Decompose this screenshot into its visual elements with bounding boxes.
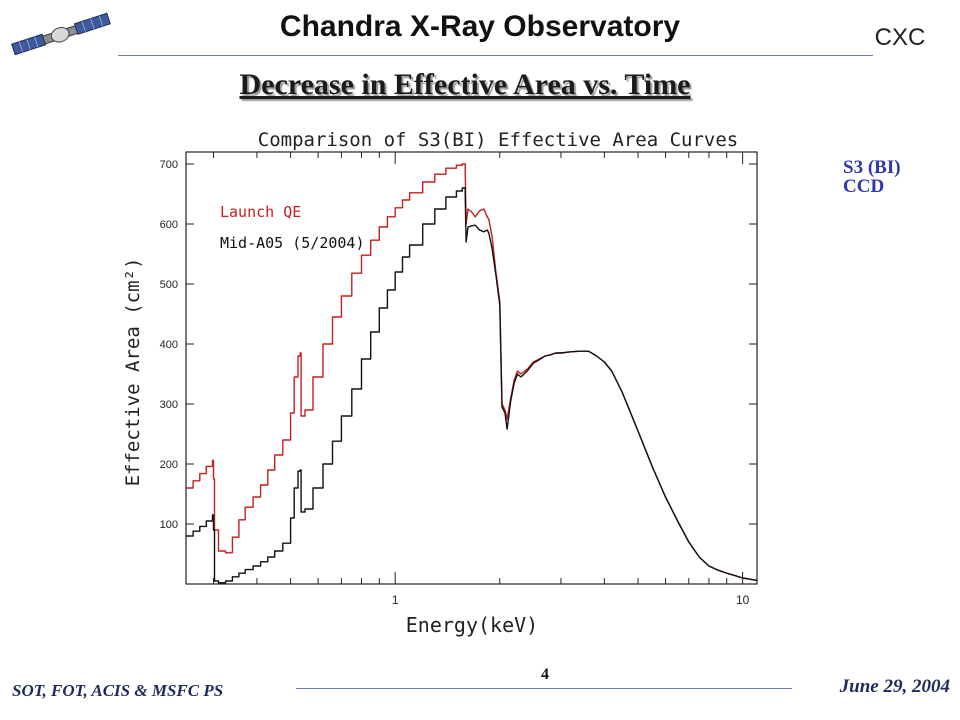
y-tick-label: 100 (160, 519, 178, 531)
x-axis: 1 10 (213, 152, 750, 607)
series-mid-a05-line (186, 187, 758, 584)
footer-divider (296, 688, 792, 689)
x-tick-label: 1 (392, 593, 399, 607)
side-label-detector: S3 (BI) (843, 157, 901, 178)
header-org: CXC (874, 24, 926, 51)
header-title: Chandra X-Ray Observatory (279, 10, 681, 43)
header-divider (118, 55, 873, 56)
y-axis: 100 200 300 400 500 600 700 (160, 159, 757, 531)
y-axis-label: Effective Area (cm²) (122, 258, 144, 487)
y-tick-label: 600 (160, 219, 178, 231)
page-number: 4 (541, 666, 549, 683)
side-label-ccd: CCD (843, 176, 885, 197)
series-layer (186, 163, 758, 584)
y-tick-label: 400 (160, 339, 178, 351)
legend-entry-mid-a05: Mid-A05 (5/2004) (220, 234, 365, 252)
x-axis-label: Energy(keV) (406, 613, 538, 637)
footer-organizations: SOT, FOT, ACIS & MSFC PS (12, 681, 224, 700)
y-tick-label: 500 (160, 279, 178, 291)
satellite-icon (11, 12, 111, 56)
x-tick-label: 10 (736, 593, 750, 607)
slide-title: Decrease in Effective Area vs. Time (239, 68, 691, 101)
y-tick-label: 300 (160, 399, 178, 411)
legend-entry-launch-qe: Launch QE (220, 203, 301, 221)
chart-title: Comparison of S3(BI) Effective Area Curv… (258, 129, 738, 151)
footer-date: June 29, 2004 (839, 676, 950, 697)
logo-area (8, 6, 118, 68)
plot-frame (185, 151, 758, 585)
y-tick-label: 700 (160, 159, 178, 171)
y-tick-label: 200 (160, 459, 178, 471)
